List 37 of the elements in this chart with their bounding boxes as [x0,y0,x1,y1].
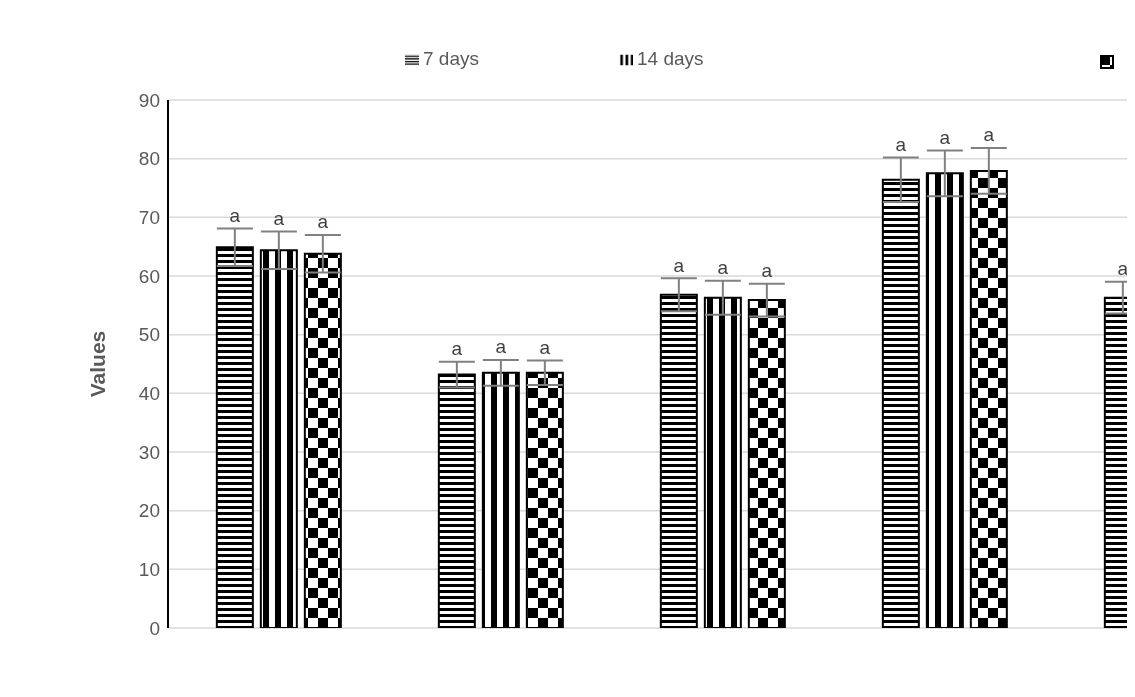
y-tick-label: 20 [138,500,160,522]
bar [881,178,920,628]
y-tick-label: 40 [138,383,160,405]
bar [747,299,786,628]
legend-label: 7 days [423,48,479,69]
bar [437,373,476,628]
y-tick-label: 30 [138,441,160,463]
y-tick-label: 90 [138,89,160,111]
bar [259,249,298,628]
legend-label: 14 days [636,48,704,69]
bar [215,246,254,628]
data-label: a [539,336,551,358]
y-tick-label: 10 [138,559,160,581]
y-tick-label: 50 [138,324,160,346]
data-label: a [895,133,907,155]
y-tick-label: 80 [138,148,160,170]
data-label: a [673,254,685,276]
y-axis-title: Values [86,330,110,398]
data-label: a [451,338,463,360]
data-label: a [273,207,285,229]
bar [659,293,698,628]
data-label: a [983,124,995,146]
y-tick-label: 0 [149,617,160,639]
bar [481,371,520,628]
data-label: a [229,204,241,226]
y-tick-label: 70 [138,207,160,229]
data-label: a [939,126,951,148]
bar [969,169,1008,628]
data-label: a [761,259,773,281]
bar [303,252,342,628]
data-label: a [495,336,507,358]
data-label: a [717,256,729,278]
bar [925,172,964,628]
y-tick-label: 60 [138,265,160,287]
bar [525,371,564,628]
bar [703,296,742,628]
data-label: a [317,211,329,233]
